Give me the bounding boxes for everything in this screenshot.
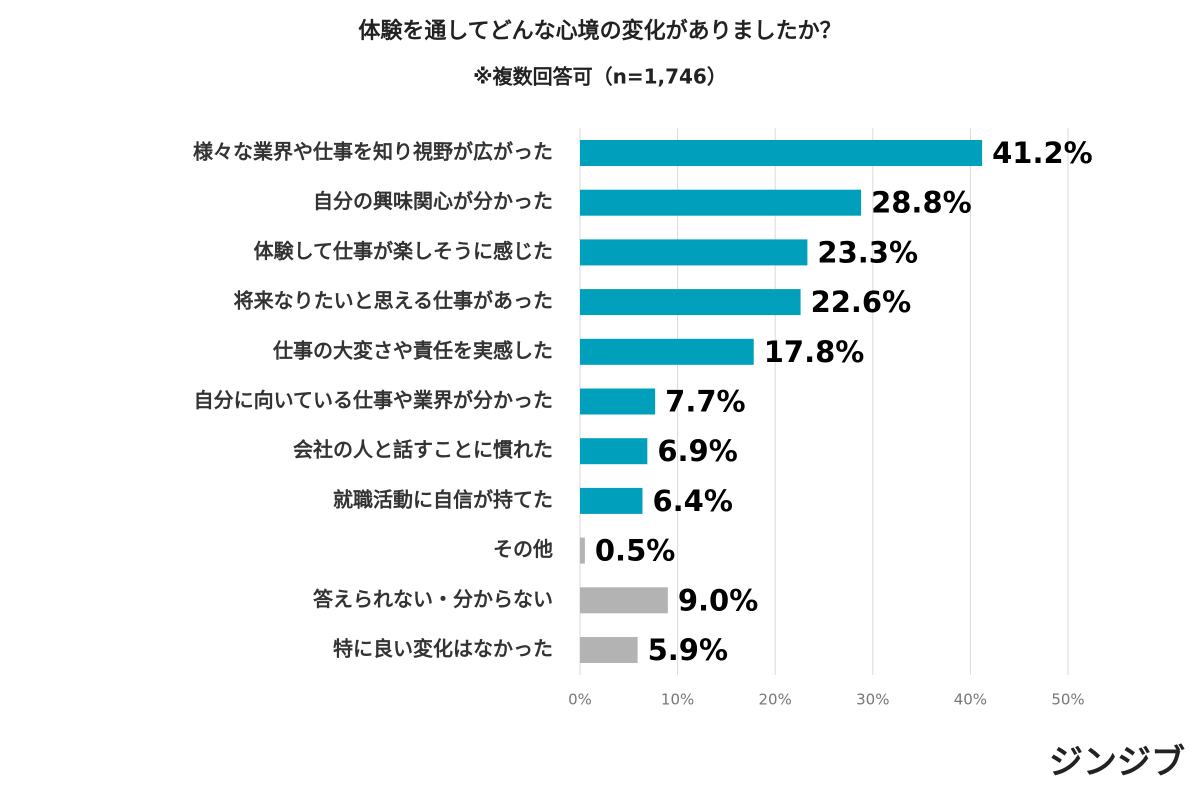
value-label: 41.2% [992,136,1093,170]
bar [580,388,656,415]
x-tick-label: 50% [1051,691,1084,709]
value-label: 6.9% [657,434,737,468]
value-label: 0.5% [595,534,675,568]
chart-title: 体験を通してどんな心境の変化がありましたか？ [358,18,841,44]
bar [580,537,585,564]
y-tick-label: 自分の興味関心が分かった [313,189,553,213]
y-tick-label: 様々な業界や仕事を知り視野が広がった [193,140,553,164]
x-tick-label: 0% [568,691,592,709]
bar [580,587,668,614]
bar [580,438,648,465]
value-label: 6.4% [652,484,732,518]
bar [580,140,983,166]
y-tick-label: その他 [493,537,553,561]
bar [580,239,808,266]
bar [580,189,862,216]
value-label: 9.0% [678,583,758,617]
logo: ジンジブ [1049,743,1185,783]
bar [580,289,801,316]
y-tick-label: 将来なりたいと思える仕事があった [234,289,553,313]
bar [580,637,638,663]
y-tick-label: 答えられない・分からない [313,587,553,611]
y-tick-label: 体験して仕事が楽しそうに感じた [254,239,553,263]
bar [580,338,754,365]
value-label: 17.8% [764,335,865,369]
y-tick-label: 就職活動に自信が持てた [333,487,553,511]
value-label: 7.7% [665,385,745,419]
value-label: 22.6% [811,285,912,319]
y-tick-label: 特に良い変化はなかった [333,637,553,661]
y-tick-label: 自分に向いている仕事や業界が分かった [194,388,553,412]
x-tick-label: 40% [954,691,987,709]
bar [580,487,643,514]
x-tick-label: 10% [661,691,694,709]
x-tick-label: 30% [856,691,889,709]
value-label: 28.8% [871,186,972,220]
y-tick-label: 会社の人と話すことに慣れた [293,438,553,462]
value-label: 23.3% [817,235,918,269]
x-tick-label: 20% [759,691,792,709]
value-label: 5.9% [648,633,728,667]
y-tick-label: 仕事の大変さや責任を実感した [272,338,553,362]
chart-subtitle: ※複数回答可（n=1,746） [473,65,727,89]
